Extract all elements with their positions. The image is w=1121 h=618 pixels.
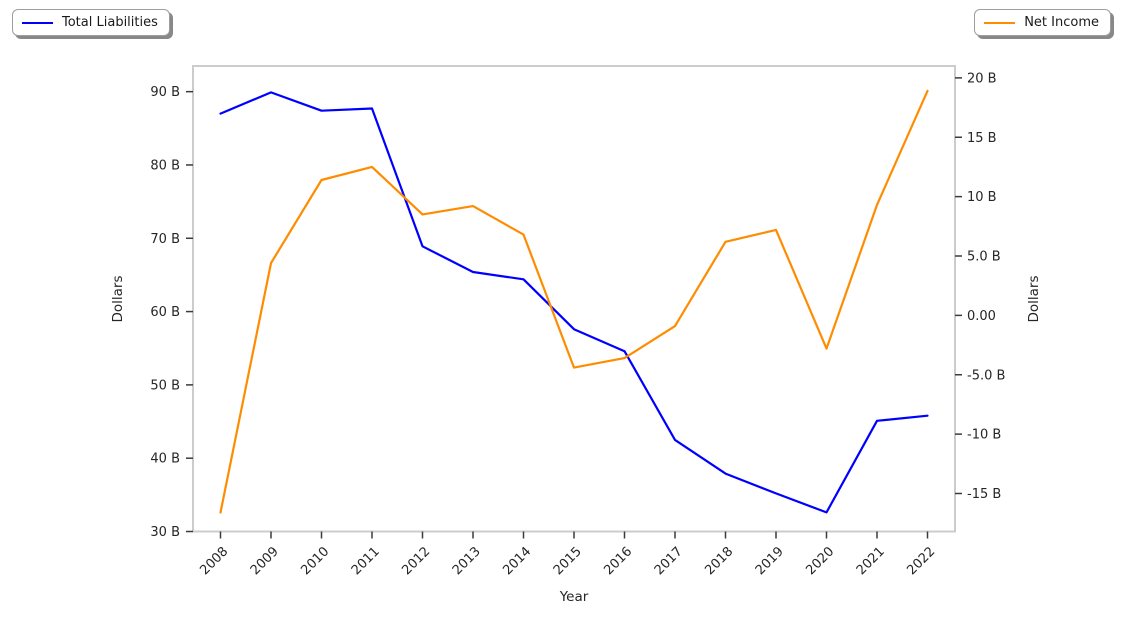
series-lines	[219, 89, 929, 514]
right-y-tick-label: 15 B	[967, 131, 997, 146]
x-tick-label: 2015	[551, 544, 585, 578]
x-tick-label: 2021	[854, 544, 888, 578]
legend-net-income-label: Net Income	[1024, 15, 1099, 30]
right-y-axis-title: Dollars	[1026, 275, 1042, 322]
right-y-tick-label: 5.0 B	[967, 250, 1001, 265]
x-tick-label: 2011	[349, 544, 383, 578]
x-axis-title: Year	[559, 589, 589, 605]
legend-total-liabilities: Total Liabilities	[12, 9, 170, 36]
total-liabilities-line-swatch	[22, 21, 53, 24]
x-tick-label: 2022	[904, 544, 938, 578]
series-line-total-liabilities	[219, 91, 929, 514]
right-y-tick-label: -10 B	[967, 428, 1001, 443]
series-line-net-income	[219, 89, 929, 514]
x-tick-label: 2010	[298, 544, 332, 578]
axis-tick-labels: 30 B 40 B 50 B 60 B 70 B 80 B 90 B 20 B 15 B 10 B…	[150, 71, 1005, 578]
right-y-tick-label: 0.00	[967, 309, 996, 324]
left-y-axis-title: Dollars	[110, 275, 126, 322]
net-income-line-swatch	[984, 21, 1016, 24]
plot-area	[192, 65, 956, 533]
x-tick-label: 2014	[500, 544, 534, 578]
left-y-tick-label: 70 B	[150, 232, 180, 247]
right-y-tick-label: 20 B	[967, 71, 997, 86]
left-y-tick-label: 30 B	[150, 525, 180, 540]
left-y-tick-label: 40 B	[150, 452, 180, 467]
right-y-tick-label: 10 B	[967, 190, 997, 205]
x-tick-label: 2019	[753, 544, 787, 578]
x-tick-label: 2008	[197, 544, 231, 578]
legend-net-income: Net Income	[974, 9, 1111, 36]
left-y-tick-label: 80 B	[150, 158, 180, 173]
x-tick-label: 2016	[601, 544, 635, 578]
x-tick-label: 2012	[399, 544, 433, 578]
x-tick-label: 2017	[652, 544, 686, 578]
axis-ticks	[186, 77, 962, 539]
x-tick-label: 2020	[803, 544, 837, 578]
x-tick-label: 2018	[702, 544, 736, 578]
x-tick-label: 2013	[450, 544, 484, 578]
right-y-tick-label: -5.0 B	[967, 368, 1005, 383]
left-y-tick-label: 90 B	[150, 85, 180, 100]
x-tick-label: 2009	[248, 544, 282, 578]
left-y-tick-label: 50 B	[150, 378, 180, 393]
right-y-tick-label: -15 B	[967, 487, 1001, 502]
left-y-tick-label: 60 B	[150, 305, 180, 320]
legend-total-liabilities-label: Total Liabilities	[62, 15, 158, 30]
